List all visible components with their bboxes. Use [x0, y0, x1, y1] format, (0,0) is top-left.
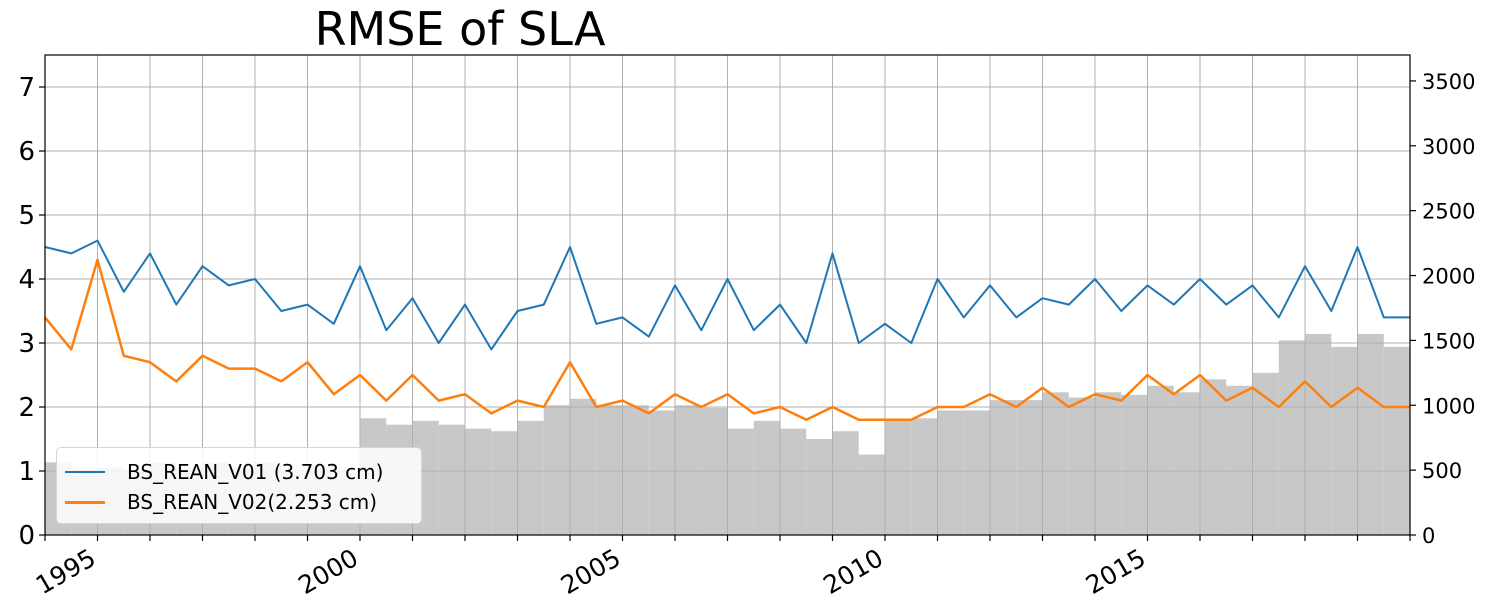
count-bar	[780, 428, 807, 535]
x-tick-label: 2000	[293, 543, 363, 600]
x-tick-label: 1995	[31, 543, 101, 600]
count-bar	[1331, 346, 1358, 535]
count-bar	[1042, 392, 1069, 535]
y2-tick-label: 2000	[1422, 265, 1475, 289]
x-axis: 1995 2000 2005 2010 2015	[31, 535, 1411, 600]
y-axis-right: 0 500 1000 1500 2000 2500 3000 3500	[1410, 70, 1475, 548]
y2-tick-label: 1000	[1422, 394, 1475, 418]
y-tick-label: 6	[18, 137, 35, 167]
chart-title: RMSE of SLA	[314, 2, 606, 56]
y-tick-label: 1	[18, 457, 35, 487]
count-bar	[1278, 340, 1305, 535]
legend-item-v01: BS_REAN_V01 (3.703 cm)	[57, 458, 383, 486]
count-bar	[491, 431, 518, 535]
y2-tick-label: 3500	[1422, 70, 1475, 94]
count-bar	[963, 410, 990, 535]
y2-tick-label: 1500	[1422, 329, 1475, 353]
count-bar	[1121, 394, 1148, 535]
count-bar	[937, 410, 964, 535]
legend-swatch-v01	[65, 471, 105, 473]
legend-item-v02: BS_REAN_V02(2.253 cm)	[57, 488, 377, 516]
count-bar	[1383, 346, 1410, 535]
legend-swatch-v02	[65, 500, 105, 504]
y2-tick-label: 0	[1422, 524, 1435, 548]
y-tick-label: 0	[18, 521, 35, 551]
series-line-2	[44, 258, 1410, 422]
count-bar	[911, 418, 938, 535]
count-bar	[622, 405, 649, 535]
count-bar	[570, 398, 597, 535]
count-bar	[1200, 379, 1227, 535]
y-axis-left: 0 1 2 3 4 5 6 7	[18, 73, 45, 551]
count-bar	[1252, 372, 1279, 535]
legend: BS_REAN_V01 (3.703 cm) BS_REAN_V02(2.253…	[56, 447, 422, 524]
count-bar	[675, 405, 702, 535]
legend-label-v02: BS_REAN_V02(2.253 cm)	[127, 490, 378, 514]
x-tick-label: 2005	[556, 543, 626, 600]
y2-tick-label: 500	[1422, 459, 1462, 483]
y-tick-label: 3	[18, 329, 35, 359]
legend-label-v01: BS_REAN_V01 (3.703 cm)	[127, 460, 384, 484]
count-bar	[1016, 400, 1043, 535]
count-bar	[1147, 385, 1174, 535]
count-bar	[465, 428, 492, 535]
y-tick-label: 4	[18, 265, 35, 295]
count-bar	[543, 405, 570, 535]
count-bar	[832, 431, 859, 535]
count-bar	[438, 424, 465, 535]
count-bar	[1305, 333, 1332, 535]
count-bar	[1068, 397, 1095, 535]
count-bar	[858, 454, 885, 535]
y-tick-label: 7	[18, 73, 35, 103]
x-tick-label: 2010	[818, 543, 888, 600]
y2-tick-label: 3000	[1422, 135, 1475, 159]
count-bar	[517, 420, 544, 535]
count-bar	[885, 420, 912, 535]
count-bar	[648, 410, 675, 535]
series-line-1	[44, 239, 1410, 351]
count-bar	[727, 428, 754, 535]
count-bar	[1173, 392, 1200, 535]
count-bar	[1357, 333, 1384, 535]
count-bar	[1226, 385, 1253, 535]
count-bar	[1095, 392, 1122, 535]
count-bar	[753, 420, 780, 535]
count-bar	[990, 400, 1017, 535]
count-bar	[596, 405, 623, 535]
y2-tick-label: 2500	[1422, 200, 1475, 224]
series-lines	[44, 239, 1410, 422]
y-tick-label: 5	[18, 201, 35, 231]
count-bar	[806, 439, 833, 535]
x-tick-label: 2015	[1081, 543, 1151, 600]
y-tick-label: 2	[18, 393, 35, 423]
